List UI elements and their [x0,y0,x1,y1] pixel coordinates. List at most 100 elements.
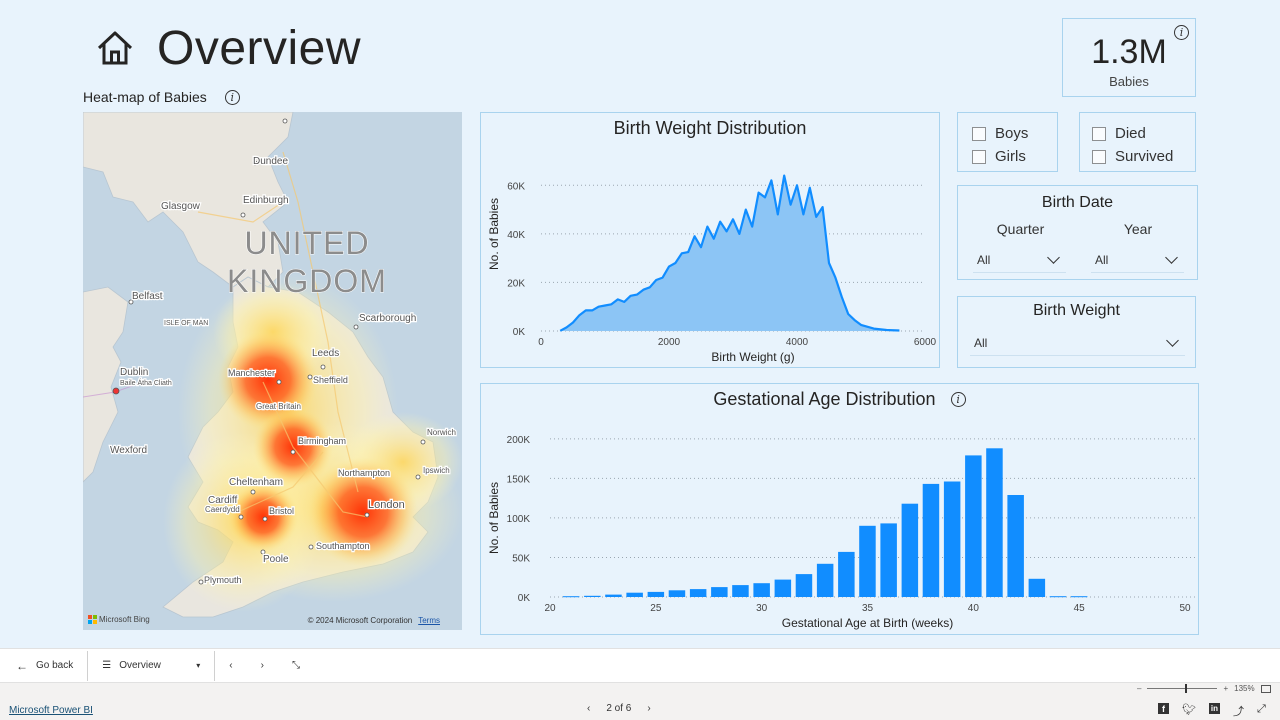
year-dropdown[interactable]: All [1091,247,1184,273]
quarter-label: Quarter [996,221,1045,237]
bar [605,594,622,597]
share-icon[interactable]: ⤴ [1232,706,1244,718]
y-tick-label: 100K [507,514,531,525]
bar [562,596,580,598]
country-label: KINGDOM [227,263,387,299]
bar [668,590,686,597]
svg-text:Glasgow: Glasgow [161,201,201,212]
info-icon[interactable]: i [224,89,240,105]
svg-text:Southampton: Southampton [316,541,370,551]
page-title: Overview [157,21,362,75]
gestational-age-chart: Gestational Age Distribution i 0K 50K 100K… [480,383,1199,635]
next-page-button[interactable]: › [260,660,264,671]
svg-text:Dundee: Dundee [253,156,288,167]
ireland-land [83,286,129,483]
y-tick-label: 150K [507,474,531,485]
go-back-button[interactable]: ← Go back [16,658,74,673]
y-tick-label: 60K [507,181,525,192]
checkbox[interactable] [972,126,986,141]
terms-link[interactable]: Terms [418,616,440,625]
fit-page-icon[interactable] [1260,684,1271,693]
birth-weight-plot[interactable]: 0K 20K 40K 60K 0 2000 4000 6000 Birth Weight (g)… [481,113,941,369]
bing-logo: Microsoft Bing [88,615,150,624]
prev-page-arrow[interactable]: ‹ [587,703,591,714]
power-bi-link[interactable]: Microsoft Power BI [9,705,93,716]
zoom-out-button[interactable]: – [1137,684,1142,693]
bar [753,583,770,597]
page-indicator: 2 of 6 [606,703,632,714]
y-axis-label: No. of Babies [487,482,501,554]
x-tick-label: 20 [544,603,556,614]
checkbox[interactable] [1092,126,1106,141]
outcome-slicer: Died Survived [1079,112,1196,172]
status-bar: Microsoft Power BI ‹ 2 of 6 › – + 135% f… [0,682,1280,720]
svg-text:Manchester: Manchester [228,368,275,378]
bar [816,563,834,597]
svg-text:Edinburgh: Edinburgh [243,195,289,206]
facebook-icon[interactable]: f [1158,703,1169,714]
x-tick-label: 0 [538,337,544,348]
checkbox-boys[interactable]: Boys [972,122,1057,145]
svg-text:Caerdydd: Caerdydd [205,505,240,514]
share-icons: f 🐦︎ in ⤴ ⤢ [1158,703,1266,719]
chart-title: Birth Weight Distribution [613,118,807,138]
info-icon[interactable]: i [950,392,966,407]
checkbox[interactable] [972,149,986,164]
x-axis-label: Gestational Age at Birth (weeks) [782,616,953,630]
prev-page-button[interactable]: ‹ [229,660,233,671]
home-icon[interactable] [95,28,135,68]
svg-text:Poole: Poole [263,554,289,565]
twitter-icon[interactable]: 🐦︎ [1182,704,1196,716]
area-line [559,174,900,332]
bar [965,455,982,597]
bar [711,587,728,597]
birth-weight-chart: Birth Weight Distribution 0K 20K 40K 60K 0 20… [480,112,940,368]
x-tick-label: 40 [968,603,980,614]
map-attribution: © 2024 Microsoft Corporation Terms [307,616,440,625]
svg-text:London: London [368,499,405,511]
linkedin-icon[interactable]: in [1208,703,1220,714]
heat-map[interactable]: Dundee Edinburgh Glasgow Belfast ISLE OF… [83,112,462,630]
svg-text:Baile Átha Cliath: Baile Átha Cliath [120,378,172,387]
checkbox[interactable] [1092,149,1106,164]
kpi-value: 1.3M [1091,33,1167,71]
chart-title: Gestational Age Distribution i [481,389,1198,410]
collapse-icon[interactable]: ⤡ [291,660,300,671]
svg-text:Ipswich: Ipswich [423,466,450,475]
page-select-dropdown[interactable]: ☰ Overview ▾ [102,660,201,671]
checkbox-survived[interactable]: Survived [1092,145,1195,168]
birth-weight-dropdown[interactable]: All [970,330,1185,356]
zoom-in-button[interactable]: + [1223,684,1229,693]
checkbox-girls[interactable]: Girls [972,145,1057,168]
fullscreen-icon[interactable]: ⤢ [1256,703,1266,715]
svg-text:Bristol: Bristol [269,506,294,516]
checkbox-died[interactable]: Died [1092,122,1195,145]
bar [880,523,897,597]
quarter-dropdown[interactable]: All [973,247,1066,273]
bar [1049,596,1067,598]
svg-text:Northampton: Northampton [338,468,390,478]
bar [1070,596,1088,598]
svg-text:Plymouth: Plymouth [204,575,242,585]
x-tick-label: 35 [862,603,874,614]
x-tick-label: 6000 [914,337,937,348]
country-label: UNITED [244,225,369,261]
gestational-age-plot[interactable]: 0K 50K 100K 150K 200K 20 25 30 35 40 45 50 Gestation… [481,384,1200,636]
svg-text:Sheffield: Sheffield [313,375,348,385]
next-page-arrow[interactable]: › [647,703,651,714]
chevron-down-icon [1047,250,1060,264]
bar [584,595,601,597]
info-icon[interactable]: i [1174,25,1189,40]
report-nav-bar: ← Go back ☰ Overview ▾ ‹ › ⤡ [0,648,1280,682]
x-tick-label: 25 [650,603,662,614]
zoom-slider[interactable] [1147,684,1218,693]
chevron-down-icon [1166,333,1179,347]
svg-text:Norwich: Norwich [427,428,456,437]
x-tick-label: 30 [756,603,768,614]
bar [626,592,643,597]
bar [859,525,876,597]
svg-text:Dublin: Dublin [120,367,148,378]
y-tick-label: 200K [507,435,531,446]
x-tick-label: 45 [1074,603,1086,614]
bar [986,448,1003,597]
